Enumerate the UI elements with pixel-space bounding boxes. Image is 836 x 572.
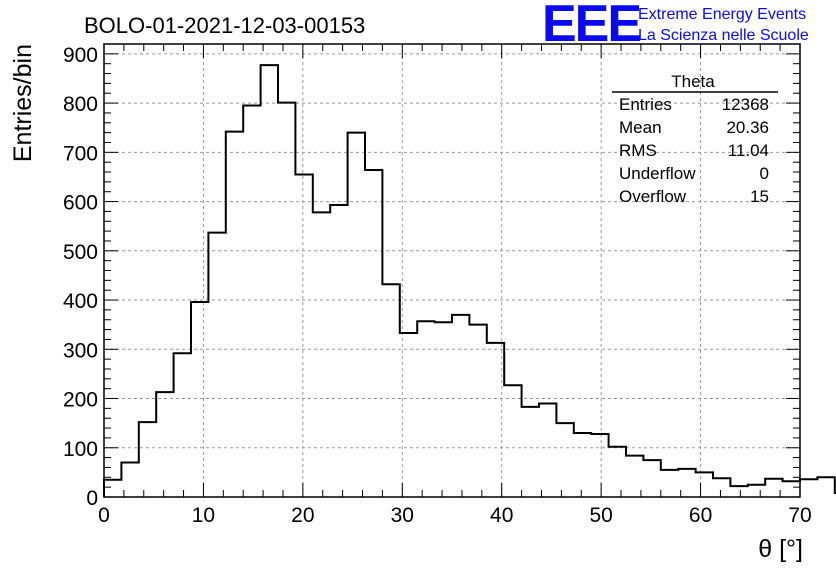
histogram-bin — [417, 321, 434, 497]
stats-label-underflow: Underflow — [619, 164, 696, 183]
histogram-bin — [522, 407, 539, 497]
histogram-bin — [591, 434, 608, 497]
chart-title: BOLO-01-2021-12-03-00153 — [84, 13, 365, 38]
histogram-bin — [661, 470, 678, 497]
y-tick-label: 800 — [63, 93, 98, 116]
y-tick-label: 200 — [63, 389, 98, 412]
grid-lines — [104, 44, 800, 497]
histogram-bin — [400, 333, 417, 497]
x-tick-label: 70 — [788, 504, 811, 527]
histogram-bin — [208, 233, 225, 497]
histogram-bin — [556, 423, 573, 497]
x-tick-label: 10 — [192, 504, 215, 527]
histogram-bin — [817, 477, 834, 497]
histogram-bin — [191, 302, 208, 497]
histogram-bin — [348, 133, 365, 497]
stats-value-underflow: 0 — [760, 164, 769, 183]
stats-rows: Entries 12368 Mean 20.36 RMS 11.04 Underflow 0 O… — [619, 95, 769, 206]
stats-label-rms: RMS — [619, 141, 657, 160]
histogram-bin — [574, 433, 591, 497]
histogram-bin — [104, 480, 121, 497]
histogram-bin — [261, 65, 278, 497]
stats-box: Theta Entries 12368 Mean 20.36 RMS 11.04 Under… — [612, 72, 778, 206]
y-tick-label: 900 — [63, 44, 98, 67]
y-axis-title: Entries/bin — [9, 44, 37, 162]
histogram-bin — [487, 343, 504, 497]
x-tick-label: 50 — [589, 504, 612, 527]
y-tick-label: 0 — [86, 487, 98, 510]
histogram-bin — [156, 392, 173, 497]
y-tick-label: 300 — [63, 339, 98, 362]
histogram-bin — [435, 322, 452, 497]
tick-labels: 0 10 20 30 40 50 60 700100200300400500600700800… — [63, 44, 812, 527]
histogram-series — [103, 64, 836, 497]
histogram-bin — [748, 485, 765, 497]
histogram-bin — [139, 422, 156, 497]
logo-line-1: Extreme Energy Events — [638, 6, 806, 23]
logo-line-2: La Scienza nelle Scuole — [638, 27, 809, 44]
histogram-bin — [278, 103, 295, 497]
histogram-bin — [313, 212, 330, 497]
logo-mark: EEE — [542, 0, 640, 53]
histogram-bin — [295, 174, 312, 497]
stats-label-overflow: Overflow — [619, 187, 687, 206]
y-tick-label: 700 — [63, 142, 98, 165]
stats-label-mean: Mean — [619, 118, 662, 137]
stats-label-entries: Entries — [619, 95, 672, 114]
histogram-bin — [452, 315, 469, 497]
stats-value-rms: 11.04 — [728, 141, 769, 160]
histogram-bin — [713, 478, 730, 497]
x-tick-label: 30 — [391, 504, 414, 527]
y-tick-label: 500 — [63, 241, 98, 264]
y-tick-label: 400 — [63, 290, 98, 313]
histogram-bin — [226, 132, 243, 497]
histogram-bin — [382, 284, 399, 497]
histogram-bin — [330, 205, 347, 497]
histogram-bin — [365, 170, 382, 497]
histogram-bin — [800, 479, 817, 497]
histogram-bin — [174, 353, 191, 497]
stats-title: Theta — [671, 72, 715, 91]
histogram-bin — [469, 325, 486, 497]
tick-marks — [103, 43, 801, 498]
histogram-bin — [243, 106, 260, 497]
stats-value-mean: 20.36 — [726, 118, 769, 137]
histogram-outline — [103, 64, 836, 497]
histogram-bin — [696, 472, 713, 497]
stats-value-overflow: 15 — [750, 187, 769, 206]
x-tick-label: 40 — [490, 504, 513, 527]
x-tick-label: 60 — [689, 504, 712, 527]
histogram-bin — [504, 385, 521, 497]
histogram-bin — [539, 403, 556, 497]
x-tick-label: 20 — [291, 504, 314, 527]
x-axis-title: θ [°] — [758, 535, 803, 563]
y-tick-label: 100 — [63, 438, 98, 461]
stats-value-entries: 12368 — [722, 95, 769, 114]
histogram-bin — [783, 481, 800, 497]
eee-logo: EEE Extreme Energy Events La Scienza nel… — [542, 0, 809, 53]
x-tick-label: 0 — [98, 504, 110, 527]
histogram-bin — [730, 486, 747, 497]
y-tick-label: 600 — [63, 192, 98, 215]
histogram-bin — [609, 447, 626, 497]
histogram-bin — [643, 460, 660, 497]
